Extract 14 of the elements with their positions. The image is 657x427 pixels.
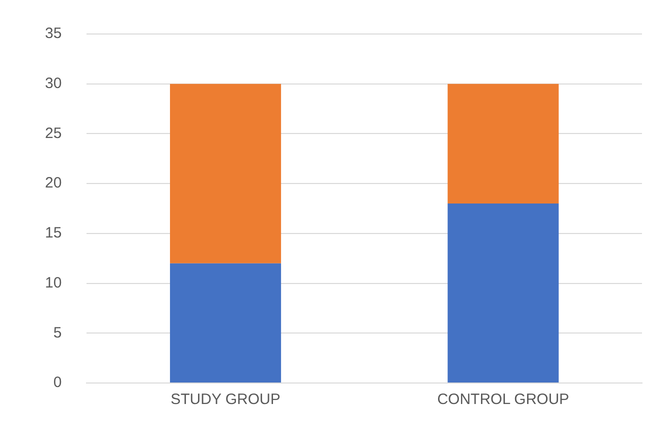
y-tick-label: 15 — [44, 224, 62, 242]
y-tick-label: 0 — [53, 374, 62, 392]
y-tick-label: 30 — [44, 75, 62, 92]
bar — [448, 84, 559, 204]
bar — [170, 263, 282, 382]
x-tick-label: CONTROL GROUP — [437, 391, 570, 408]
y-tick-label: 20 — [44, 174, 62, 192]
y-tick-label: 10 — [44, 274, 62, 292]
y-tick-label: 5 — [53, 324, 62, 342]
y-tick-label: 25 — [44, 124, 62, 142]
bar — [448, 204, 559, 382]
x-tick-label: STUDY GROUP — [170, 391, 280, 408]
y-tick-label: 35 — [44, 25, 62, 42]
bar — [170, 84, 282, 264]
